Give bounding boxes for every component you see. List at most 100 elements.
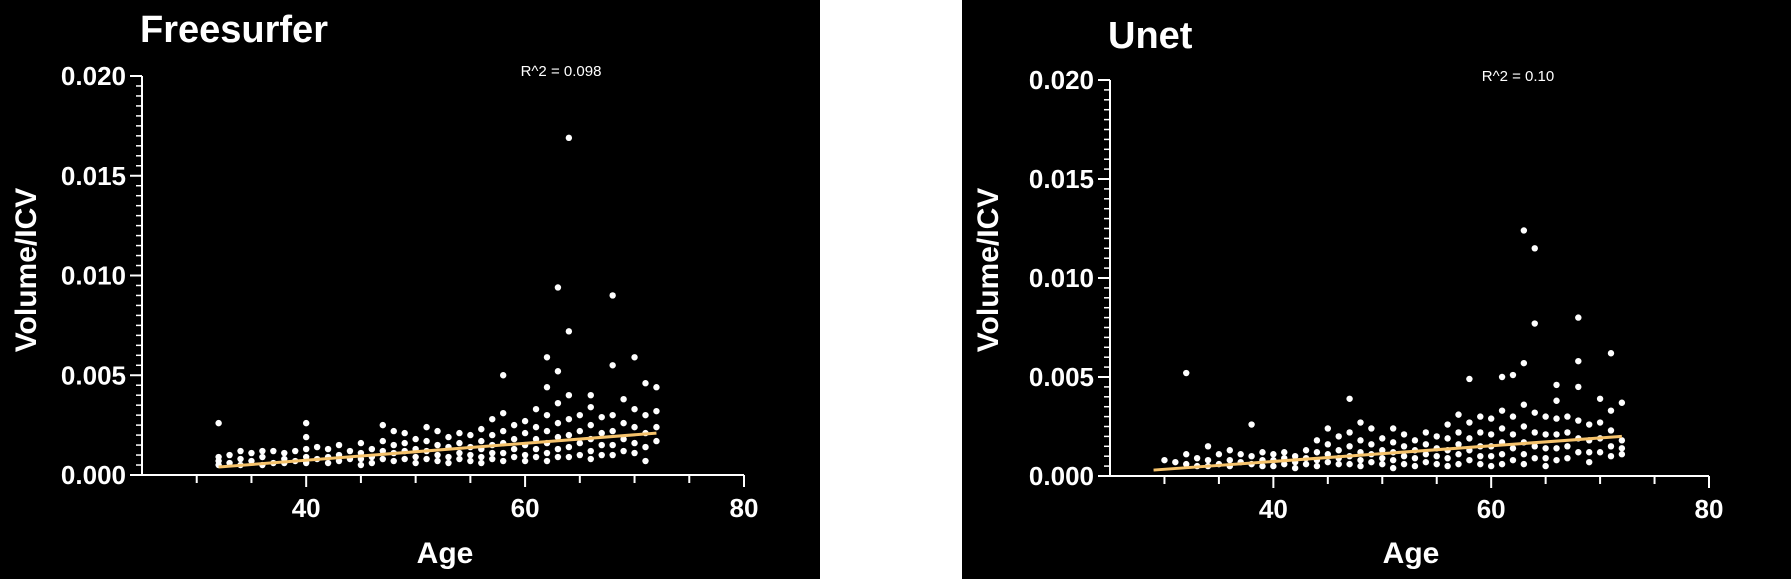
- data-point: [1531, 320, 1538, 327]
- data-point: [1553, 397, 1560, 404]
- data-point: [587, 455, 594, 463]
- regression-line: [218, 431, 657, 469]
- data-point: [565, 443, 573, 451]
- data-point: [1586, 449, 1593, 456]
- data-point: [1357, 419, 1364, 426]
- data-point: [1509, 456, 1517, 464]
- data-point: [1368, 425, 1375, 432]
- data-point: [543, 427, 551, 435]
- data-point: [554, 445, 562, 453]
- data-point: [554, 419, 562, 427]
- y-tick-label: 0.020: [61, 61, 126, 91]
- data-point: [1531, 429, 1538, 436]
- data-point: [598, 429, 605, 437]
- data-point: [478, 425, 485, 433]
- data-point: [1270, 462, 1277, 470]
- data-point: [500, 427, 507, 435]
- data-point: [532, 423, 540, 431]
- data-point: [609, 441, 616, 449]
- data-point: [445, 459, 452, 467]
- data-point: [401, 429, 408, 437]
- data-point: [1422, 441, 1430, 448]
- data-point: [346, 447, 354, 455]
- data-point: [379, 447, 386, 455]
- data-point: [1270, 451, 1277, 458]
- data-point: [1618, 445, 1626, 452]
- data-point: [302, 419, 310, 427]
- y-tick-label: 0.015: [1029, 164, 1094, 194]
- data-point: [1215, 451, 1223, 458]
- data-point: [1466, 435, 1473, 442]
- data-point: [324, 459, 332, 467]
- data-point: [456, 449, 463, 457]
- data-point: [1586, 421, 1593, 428]
- data-point: [1346, 395, 1353, 402]
- data-point: [489, 415, 496, 423]
- y-tick-label: 0.005: [1029, 362, 1094, 392]
- data-point: [1520, 423, 1528, 430]
- data-point: [554, 399, 562, 407]
- data-point: [510, 445, 518, 453]
- data-point: [543, 449, 551, 457]
- data-point: [565, 392, 573, 399]
- data-point: [467, 451, 474, 459]
- data-point: [1564, 429, 1571, 436]
- data-point: [401, 439, 408, 447]
- data-point: [1542, 462, 1549, 470]
- data-point: [1531, 409, 1538, 416]
- data-point: [1433, 460, 1440, 468]
- data-point: [500, 372, 507, 379]
- data-point: [1433, 453, 1440, 460]
- data-point: [1509, 371, 1517, 379]
- data-point: [368, 445, 376, 453]
- data-point: [1607, 443, 1615, 450]
- data-point: [1575, 314, 1582, 321]
- y-tick-label: 0.000: [61, 460, 126, 490]
- data-point: [642, 457, 649, 465]
- data-point: [434, 457, 441, 465]
- y-axis-label: Volume/ICV: [972, 188, 1005, 352]
- data-point: [1313, 437, 1321, 444]
- data-point: [423, 423, 430, 431]
- data-point: [1618, 399, 1626, 406]
- data-point: [1466, 375, 1473, 383]
- data-point: [1226, 447, 1233, 454]
- data-point: [412, 453, 419, 461]
- data-point: [1607, 350, 1615, 357]
- data-point: [1520, 359, 1528, 367]
- data-point: [1553, 431, 1560, 438]
- data-point: [1302, 460, 1310, 468]
- data-point: [1335, 460, 1342, 468]
- data-point: [653, 384, 660, 391]
- data-point: [1520, 401, 1528, 408]
- data-point: [1553, 381, 1560, 389]
- data-point: [1400, 453, 1408, 460]
- data-point: [248, 457, 255, 465]
- data-point: [609, 427, 616, 435]
- data-point: [237, 455, 244, 463]
- data-point: [554, 284, 562, 291]
- data-point: [302, 433, 310, 441]
- data-point: [423, 437, 430, 445]
- data-point: [631, 423, 638, 431]
- data-point: [576, 411, 584, 419]
- data-point: [500, 457, 507, 465]
- chart-title: Unet: [1108, 15, 1193, 57]
- data-point: [521, 417, 529, 425]
- data-point: [576, 427, 584, 435]
- data-point: [1586, 458, 1593, 466]
- data-point: [1400, 443, 1408, 450]
- data-point: [1259, 449, 1266, 456]
- data-point: [642, 411, 649, 419]
- data-point: [412, 459, 419, 467]
- data-point: [510, 421, 518, 429]
- data-point: [1389, 439, 1397, 446]
- data-point: [379, 421, 386, 429]
- data-point: [1618, 451, 1626, 458]
- data-point: [543, 384, 551, 391]
- data-point: [1575, 449, 1582, 456]
- data-point: [576, 439, 584, 447]
- data-point: [215, 419, 222, 427]
- data-point: [598, 451, 605, 459]
- data-point: [1455, 411, 1462, 418]
